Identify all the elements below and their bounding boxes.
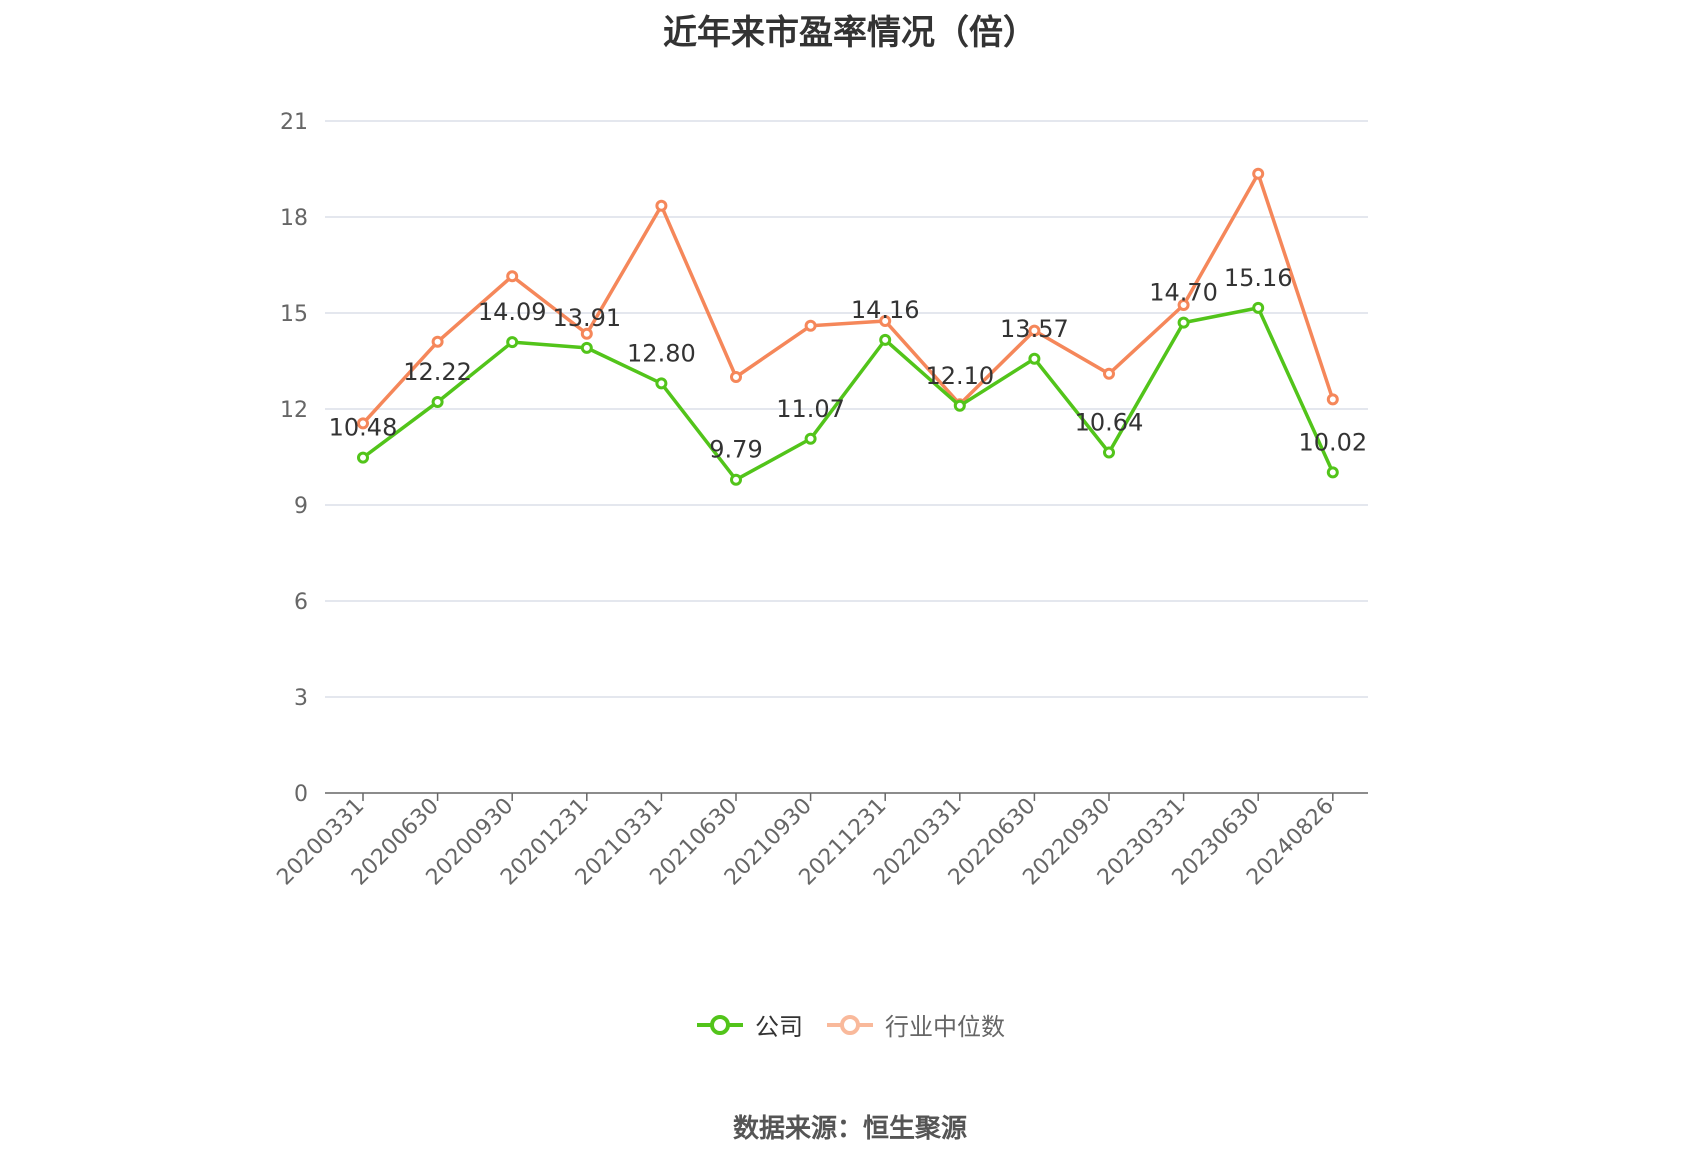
legend-item-industry[interactable]: 行业中位数 — [825, 1007, 1005, 1042]
company-point-20210331 — [655, 377, 668, 390]
company-point-20200331 — [357, 451, 369, 464]
y-tick-label-3: 3 — [294, 686, 308, 711]
y-tick-label-6: 6 — [294, 590, 308, 615]
company-point-20220331 — [953, 399, 966, 412]
industry-point-20230630 — [1252, 167, 1265, 180]
y-tick-label-15: 15 — [280, 302, 308, 327]
company-data-label-20240826: 10.02 — [1298, 428, 1367, 456]
company-data-label-20201231: 13.91 — [552, 304, 621, 332]
legend-label-industry: 行业中位数 — [885, 1013, 1005, 1041]
industry-point-20200930 — [506, 270, 519, 283]
company-data-label-20210630: 9.79 — [709, 436, 762, 464]
industry-point-20240826 — [1326, 393, 1339, 406]
company-point-20220630 — [1028, 352, 1041, 365]
company-point-20200630 — [431, 395, 444, 408]
company-point-20200930 — [506, 336, 519, 349]
legend: 公司 行业中位数 — [0, 1007, 1700, 1042]
company-data-label-20210331: 12.80 — [627, 339, 696, 367]
company-data-label-20210930: 11.07 — [776, 395, 845, 423]
series-layer — [357, 167, 1339, 486]
legend-label-company: 公司 — [755, 1013, 803, 1041]
industry-point-20230331 — [1177, 299, 1190, 311]
company-data-label-20230630: 15.16 — [1224, 264, 1293, 292]
industry-point-20210331 — [655, 199, 668, 212]
company-point-20230630 — [1252, 301, 1265, 314]
industry-point-20211231 — [879, 315, 892, 327]
company-data-label-20220930: 10.64 — [1075, 409, 1144, 437]
y-tick-label-9: 9 — [294, 494, 308, 519]
company-point-20210630 — [730, 473, 742, 486]
y-tick-label-12: 12 — [280, 398, 308, 423]
industry-point-20220930 — [1103, 367, 1115, 380]
y-tick-label-0: 0 — [294, 782, 308, 807]
company-point-20211231 — [879, 333, 892, 346]
company-data-label-20220331: 12.10 — [925, 362, 994, 390]
company-data-label-20211231: 14.16 — [851, 296, 920, 324]
company-point-20210930 — [804, 432, 817, 445]
industry-point-20200331 — [357, 417, 369, 430]
company-data-label-20200331: 10.48 — [329, 414, 398, 442]
industry-point-20220630 — [1028, 324, 1041, 337]
grid-layer — [325, 120, 1368, 698]
y-tick-label-18: 18 — [280, 206, 308, 231]
company-data-label-20230331: 14.70 — [1149, 279, 1218, 307]
industry-point-20210630 — [730, 371, 742, 383]
series-line-company — [361, 306, 1335, 482]
company-point-20201231 — [580, 341, 593, 354]
y-tick-label-21: 21 — [280, 110, 308, 135]
industry-point-20210930 — [804, 319, 817, 332]
legend-item-company[interactable]: 公司 — [695, 1007, 803, 1042]
company-data-label-20200930: 14.09 — [478, 298, 547, 326]
legend-industry-marker-icon — [827, 1014, 873, 1035]
axis-layer: 0369121518212020033120200630202009302020… — [272, 110, 1368, 890]
legend-company-marker-icon — [697, 1014, 743, 1035]
company-point-20230331 — [1177, 316, 1190, 329]
industry-point-20200630 — [431, 335, 444, 348]
source-note: 数据来源：恒生聚源 — [732, 1114, 967, 1144]
series-line-industry — [361, 172, 1335, 425]
company-data-label-20220630: 13.57 — [1000, 315, 1069, 343]
chart-title: 近年来市盈率情况（倍） — [663, 13, 1037, 53]
industry-point-20201231 — [580, 327, 593, 340]
company-data-label-20200630: 12.22 — [403, 358, 472, 386]
company-point-20240826 — [1326, 466, 1339, 479]
company-point-20220930 — [1103, 446, 1115, 459]
